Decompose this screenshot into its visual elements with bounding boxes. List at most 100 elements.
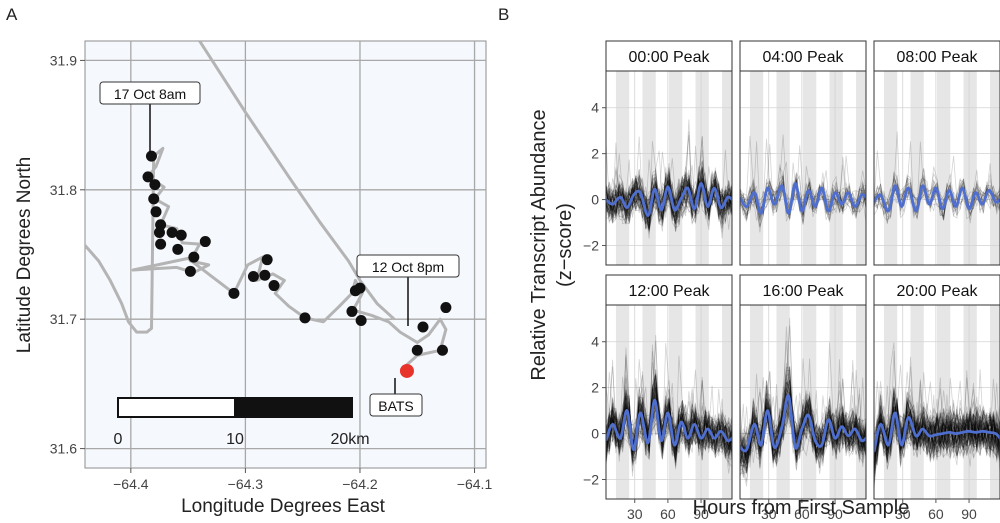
transcript-trace: [874, 342, 1000, 462]
transcript-trace: [874, 401, 1000, 455]
transcript-trace: [874, 370, 1000, 483]
mean-trend-line-0: [606, 182, 732, 218]
transcript-trace: [874, 404, 1000, 478]
night-band: [749, 305, 764, 499]
transcript-trace: [740, 371, 866, 468]
sampling-point-4: [150, 206, 162, 218]
transcript-trace: [740, 385, 866, 462]
transcript-trace: [740, 394, 866, 468]
mean-trend-line-3: [606, 398, 732, 452]
transcript-trace: [606, 402, 732, 462]
transcript-trace: [606, 176, 732, 218]
transcript-trace: [874, 414, 1000, 467]
scale-bar-label-10: 10: [226, 431, 244, 448]
transcript-trace: [740, 359, 866, 463]
map-x-axis-label: Longitude Degrees East: [181, 496, 386, 517]
transcript-trace: [874, 409, 1000, 464]
transcript-trace: [740, 174, 866, 227]
transcript-trace: [874, 378, 1000, 459]
transcript-trace: [874, 169, 1000, 220]
transcript-trace: [740, 377, 866, 459]
transcript-trace: [740, 400, 866, 466]
transcript-trace: [874, 406, 1000, 462]
scale-bar: 0 10 20km: [114, 397, 370, 448]
night-band: [829, 71, 843, 265]
facet-y-tick-label: 0: [591, 426, 599, 442]
transcript-trace: [874, 371, 1000, 469]
transcript-trace: [874, 411, 1000, 461]
night-band: [910, 71, 924, 265]
transcript-trace: [606, 142, 732, 225]
facet-border-5: [873, 304, 1000, 500]
transcript-trace: [874, 391, 1000, 463]
facet-y-axis-label-line2: (z−score): [554, 203, 576, 287]
facet-strip-3: [605, 274, 733, 306]
facet-panel-1: 04:00 Peak: [739, 40, 867, 266]
transcript-trace: [740, 398, 866, 468]
annotation-12-oct-label: 12 Oct 8pm: [372, 259, 444, 275]
night-band: [642, 305, 656, 499]
sampling-point-16: [261, 254, 273, 266]
transcript-trace: [606, 399, 732, 461]
sampling-point-27: [436, 344, 448, 356]
sampling-point-11: [199, 236, 211, 248]
transcript-trace: [740, 400, 866, 463]
map-x-tick-label: −64.2: [342, 476, 378, 492]
night-band: [990, 71, 1000, 265]
transcript-trace: [740, 138, 866, 221]
map-x-tick-label: −64.4: [113, 476, 149, 492]
transcript-trace: [740, 390, 866, 462]
facet-title-5: 20:00 Peak: [897, 283, 979, 300]
facet-strip-5: [873, 274, 1000, 306]
transcript-trace: [740, 171, 866, 217]
transcript-trace: [606, 386, 732, 466]
transcript-trace: [874, 381, 1000, 461]
scale-bar-black-segment: [234, 397, 353, 418]
transcript-trace: [874, 408, 1000, 467]
mean-trend-line-2: [874, 184, 1000, 213]
mean-trend-line-1: [740, 182, 866, 215]
night-band: [695, 305, 709, 499]
transcript-trace: [874, 381, 1000, 453]
transcript-trace: [874, 404, 1000, 458]
sampling-point-14: [228, 287, 240, 299]
transcript-trace: [874, 413, 1000, 457]
map-y-axis-label: Latitude Degrees North: [14, 157, 35, 353]
transcript-trace: [874, 351, 1000, 468]
facet-strip-0: [605, 40, 733, 72]
facet-strip-2: [873, 40, 1000, 72]
transcript-trace: [874, 402, 1000, 468]
night-band: [963, 305, 977, 499]
facet-y-axis-label-line1: Relative Transcript Abundance: [528, 109, 550, 380]
transcript-trace: [606, 172, 732, 224]
transcript-trace: [606, 387, 732, 458]
map-y-tick-label: 31.7: [50, 311, 77, 327]
facet-y-tick-label: 2: [591, 380, 599, 396]
transcript-trace: [874, 406, 1000, 457]
transcript-trace: [606, 168, 732, 225]
transcript-trace: [606, 404, 732, 459]
transcript-trace: [874, 383, 1000, 459]
facet-x-axis-label: Hours from First Sample: [693, 497, 910, 519]
transcript-trace: [874, 377, 1000, 456]
transcript-trace: [740, 396, 866, 474]
sampling-point-7: [166, 227, 178, 239]
transcript-trace: [606, 395, 732, 460]
transcript-trace: [606, 169, 732, 233]
transcript-trace: [874, 388, 1000, 463]
sampling-point-12: [188, 251, 200, 263]
transcript-trace: [874, 394, 1000, 466]
facet-y-tick-label: −2: [583, 237, 599, 253]
facet-border-4: [739, 304, 867, 500]
night-band: [695, 71, 709, 265]
transcript-trace: [740, 183, 866, 223]
transcript-trace: [874, 398, 1000, 464]
transcript-trace: [740, 378, 866, 463]
sampling-point-25: [440, 302, 452, 314]
transcript-trace: [606, 151, 732, 231]
night-band: [722, 305, 732, 499]
facet-panels: 00:00 Peak −2 0 2 4 04:00 Peak 08:00 Peak 12:00…: [583, 40, 1000, 522]
transcript-trace: [606, 172, 732, 229]
transcript-trace: [874, 389, 1000, 460]
facet-y-tick-label: −2: [583, 471, 599, 487]
